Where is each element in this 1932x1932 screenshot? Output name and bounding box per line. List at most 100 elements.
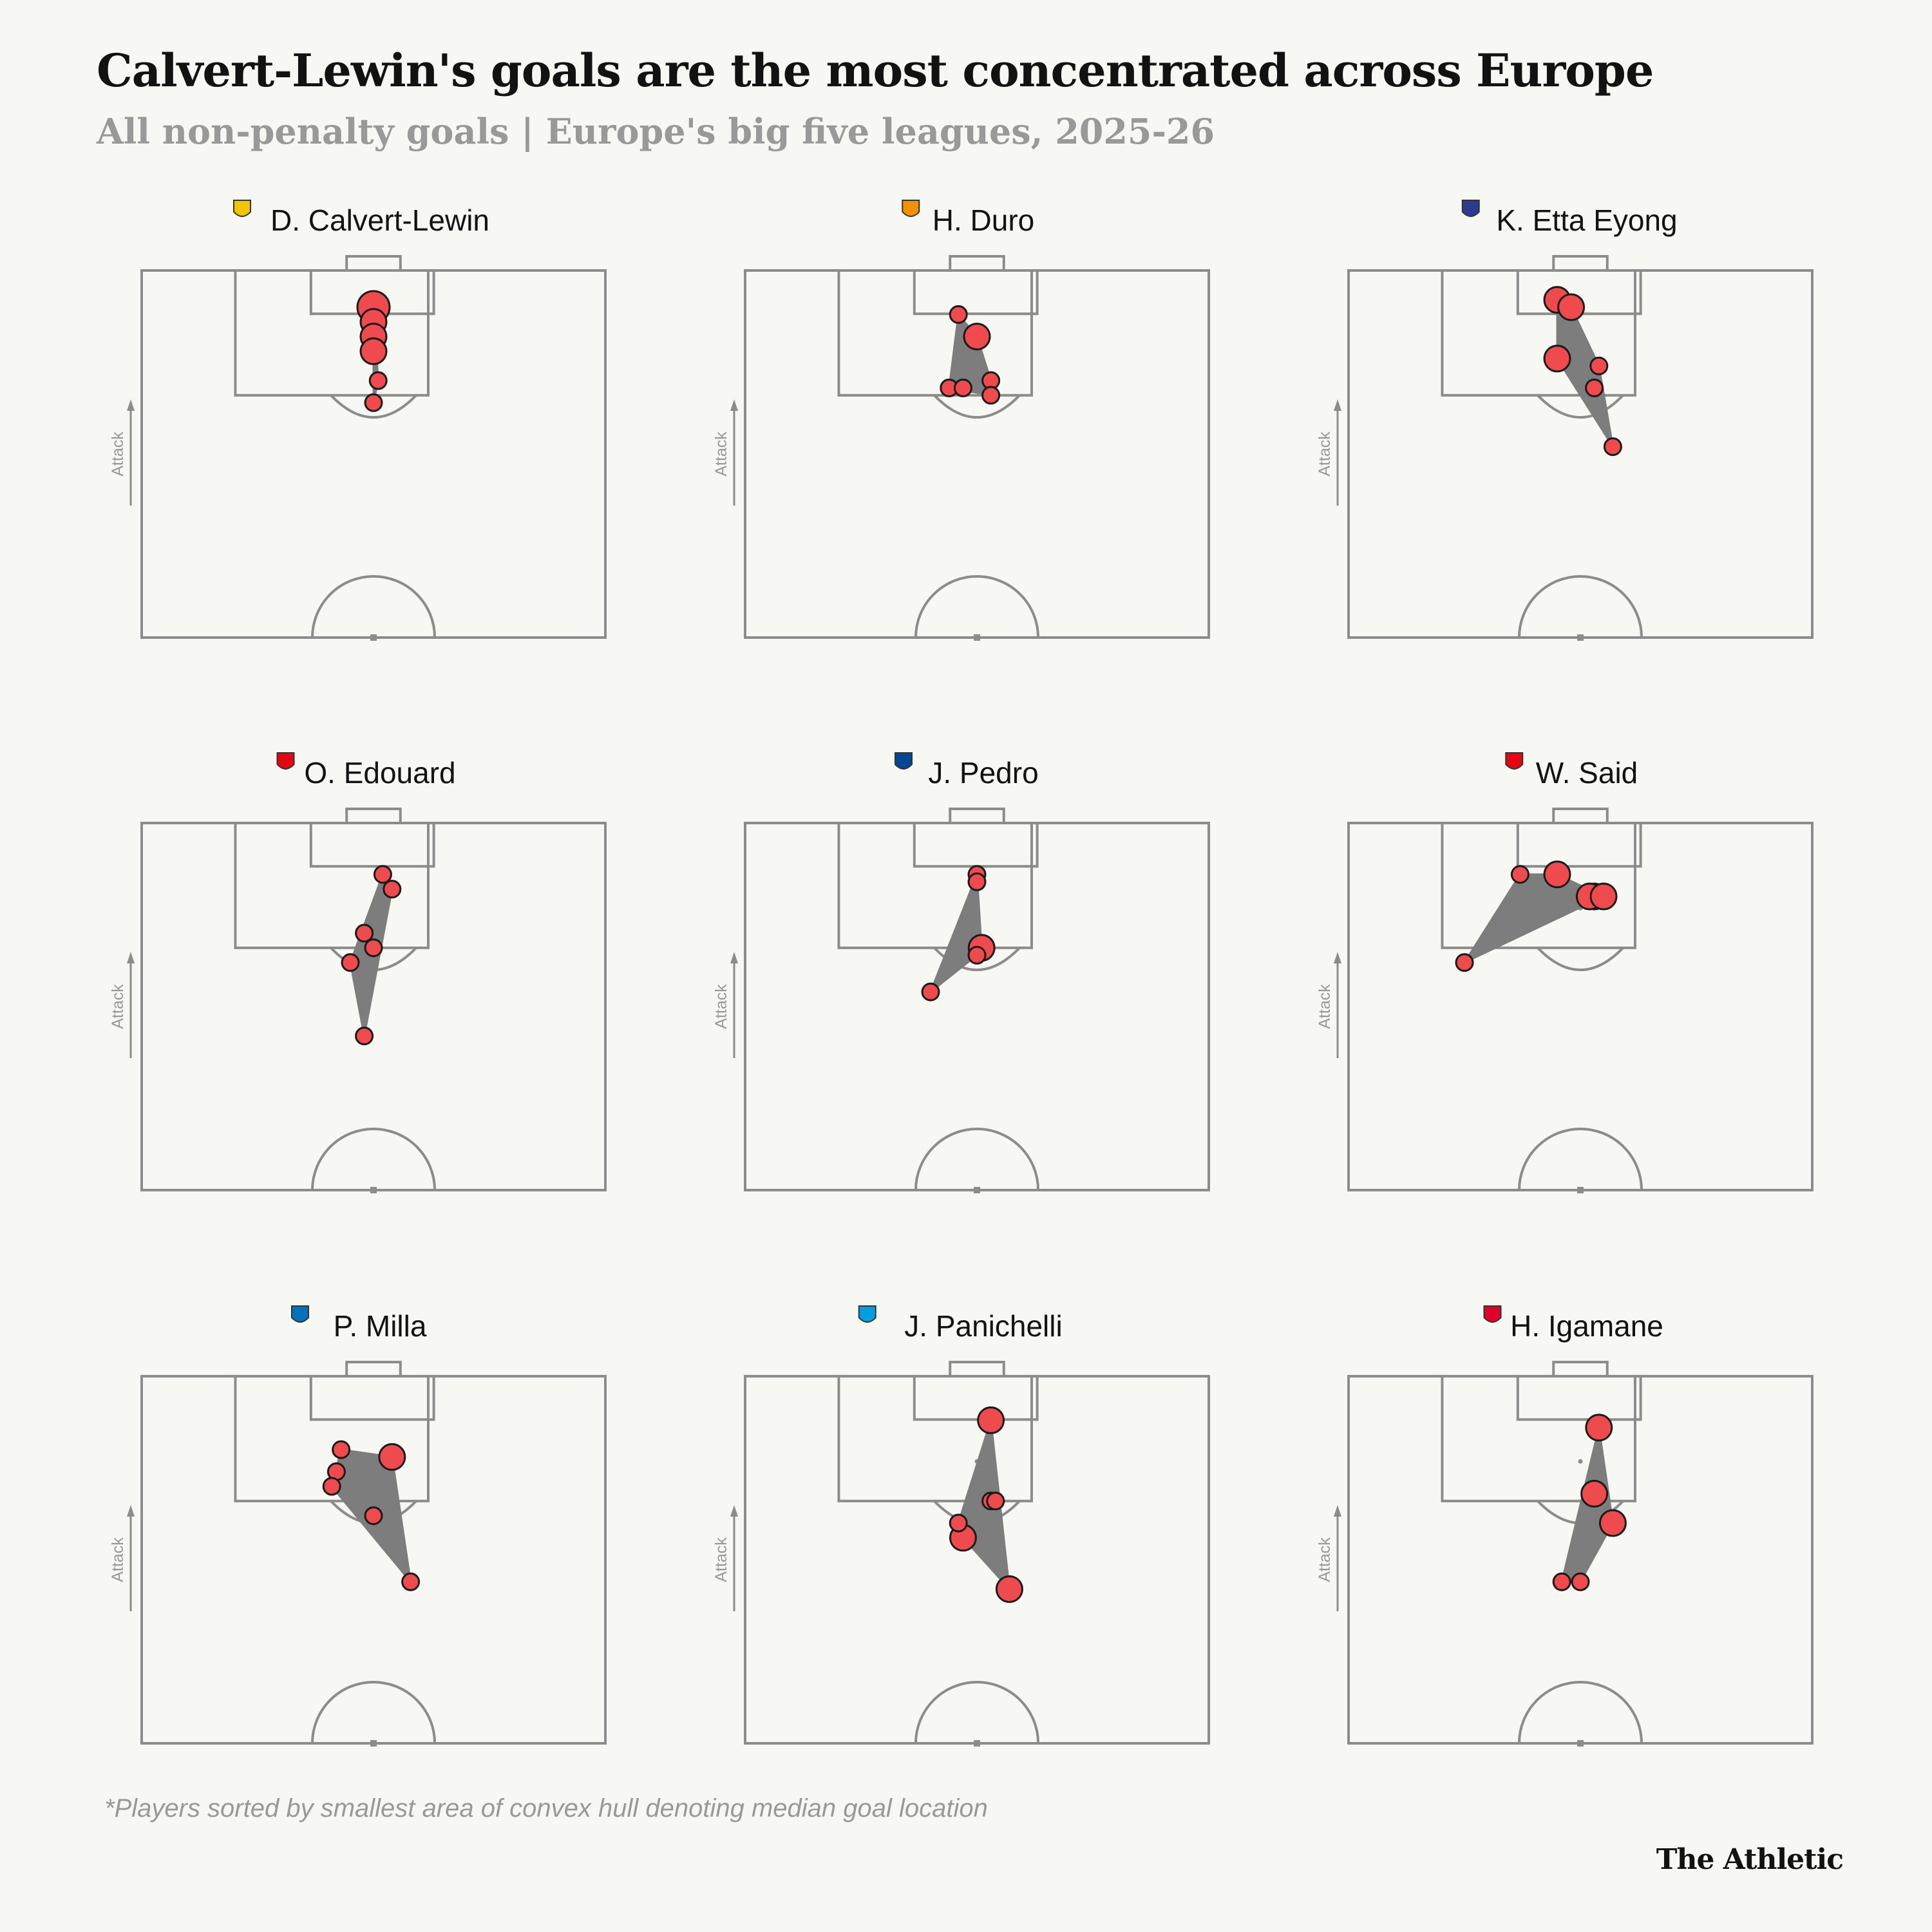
goal-marker	[1589, 882, 1618, 911]
goal-marker	[373, 865, 392, 884]
penalty-spot	[1578, 1459, 1583, 1464]
penalty-arc	[933, 394, 1021, 419]
attack-arrowhead	[1334, 1505, 1341, 1517]
pitch-panel: Attack K. Etta Eyong	[1316, 200, 1814, 641]
centre-circle-arc	[914, 1128, 1040, 1191]
attack-arrowhead	[127, 1505, 135, 1517]
penalty-area	[234, 269, 430, 397]
attack-label: Attack	[1316, 984, 1334, 1029]
goal-marker	[1552, 1572, 1571, 1591]
goal-marker	[967, 945, 987, 965]
goal-marker	[1585, 378, 1604, 397]
attack-arrowhead	[127, 952, 135, 963]
centre-circle-arc	[1517, 1681, 1643, 1744]
lille-badge-icon	[1483, 1305, 1502, 1323]
goal-frame	[345, 808, 402, 824]
attack-label: Attack	[109, 984, 127, 1029]
goal-marker	[1571, 1572, 1590, 1591]
goal-marker	[1543, 860, 1571, 889]
goal-marker	[332, 1440, 351, 1459]
convex-hull	[929, 873, 983, 993]
player-name: J. Panichelli	[904, 1309, 1062, 1343]
goal-marker	[967, 872, 987, 891]
player-name: P. Milla	[334, 1309, 427, 1343]
penalty-arc	[1537, 394, 1624, 419]
goal-marker	[364, 393, 383, 412]
centre-circle-arc	[310, 575, 437, 638]
goal-marker	[1510, 865, 1530, 884]
goal-frame	[949, 808, 1005, 824]
centre-circle-arc	[1517, 1128, 1643, 1191]
centre-spot	[1577, 1740, 1584, 1747]
penalty-arc	[330, 394, 417, 419]
goal-frame	[345, 1361, 402, 1378]
chart-subtitle: All non-penalty goals | Europe's big fiv…	[97, 111, 1215, 152]
centre-circle-arc	[914, 1681, 1040, 1744]
goal-marker	[1589, 356, 1609, 375]
footnote: *Players sorted by smallest area of conv…	[104, 1794, 988, 1823]
goal-marker	[364, 1506, 383, 1526]
lens-badge-icon	[276, 752, 295, 770]
goal-frame	[949, 1361, 1005, 1378]
goal-frame	[1552, 1361, 1609, 1378]
goal-marker	[383, 880, 402, 899]
attack-arrowhead	[730, 952, 738, 963]
goal-marker	[359, 337, 388, 365]
pitch-panel: Attack J. Pedro	[712, 752, 1210, 1193]
player-name: H. Igamane	[1510, 1309, 1663, 1343]
centre-spot	[974, 1740, 980, 1747]
centre-spot	[974, 634, 980, 641]
six-yard-box	[913, 1375, 1039, 1421]
attack-arrowhead	[730, 1505, 738, 1517]
pitch-outline	[140, 1375, 607, 1745]
attack-label: Attack	[712, 1537, 730, 1582]
pitch-outline	[744, 1375, 1210, 1745]
leeds-badge-icon	[233, 200, 251, 217]
goal-marker	[1557, 293, 1586, 321]
penalty-arc	[1537, 947, 1624, 972]
attack-label: Attack	[1316, 1537, 1334, 1582]
chart-title: Calvert-Lewin's goals are the most conce…	[97, 44, 1654, 97]
goal-marker	[977, 1406, 1005, 1434]
attack-arrowhead	[1334, 399, 1341, 411]
player-name: D. Calvert-Lewin	[270, 204, 489, 237]
strasbourg-badge-icon	[858, 1305, 876, 1323]
pitch-panel: Attack O. Edouard	[109, 752, 607, 1193]
goal-marker	[1603, 437, 1622, 457]
goal-marker	[1598, 1509, 1627, 1537]
player-name: H. Duro	[933, 204, 1034, 237]
six-yard-box	[1516, 1375, 1642, 1421]
pitch-panel: Attack H. Duro	[712, 200, 1210, 641]
goal-marker	[401, 1572, 421, 1591]
player-name: K. Etta Eyong	[1496, 204, 1677, 237]
goal-marker	[368, 371, 388, 390]
goal-marker	[355, 1027, 374, 1046]
goal-marker	[921, 982, 940, 1001]
centre-spot	[370, 1187, 377, 1193]
attack-label: Attack	[109, 431, 127, 477]
centre-spot	[1577, 1187, 1584, 1193]
attack-label: Attack	[1316, 431, 1334, 477]
goal-marker	[378, 1443, 406, 1471]
valencia-badge-icon	[902, 200, 920, 217]
six-yard-box	[913, 822, 1039, 868]
centre-circle-arc	[914, 575, 1040, 638]
pitch-panel: Attack H. Igamane	[1316, 1305, 1814, 1747]
pitch-panel: Attack J. Panichelli	[712, 1305, 1210, 1747]
attack-label: Attack	[109, 1537, 127, 1582]
goal-marker	[1543, 345, 1571, 373]
six-yard-box	[1516, 822, 1642, 868]
centre-circle-arc	[310, 1681, 437, 1744]
pitch-panel: Attack W. Said	[1316, 752, 1814, 1193]
attack-label: Attack	[712, 431, 730, 477]
goal-marker	[995, 1575, 1023, 1604]
centre-spot	[1577, 634, 1584, 641]
six-yard-box	[309, 1375, 435, 1421]
pitch-outline	[1347, 822, 1814, 1191]
goal-marker	[1580, 1479, 1609, 1508]
penalty-area	[837, 1375, 1033, 1502]
attack-arrowhead	[1334, 952, 1341, 963]
penalty-area	[837, 822, 1033, 949]
goal-frame	[345, 255, 402, 272]
